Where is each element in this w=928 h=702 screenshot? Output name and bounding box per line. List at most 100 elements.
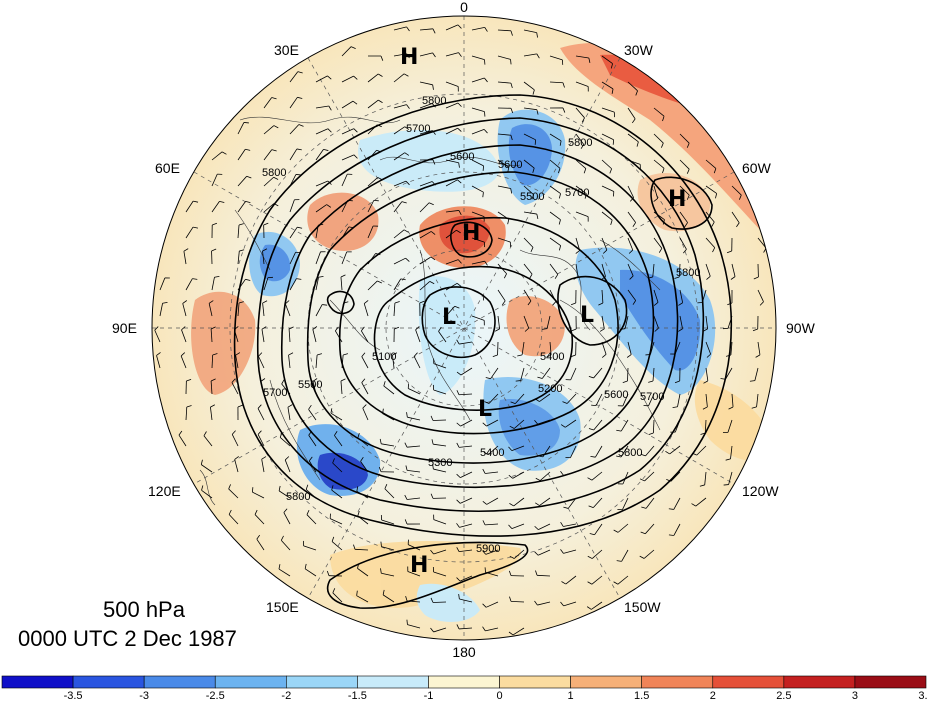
- wind-barb: [627, 237, 634, 251]
- wind-barb-flag: [484, 77, 488, 83]
- wind-barb-flag: [261, 456, 267, 460]
- wind-barb: [433, 468, 447, 473]
- wind-barb: [263, 203, 275, 213]
- wind-barb-flag: [586, 606, 592, 610]
- wind-barb-flag: [728, 406, 734, 410]
- wind-barb: [513, 497, 525, 507]
- wind-barb: [413, 356, 421, 369]
- wind-barb: [288, 329, 291, 343]
- wind-barb-flag: [353, 75, 358, 80]
- wind-barb-flag: [632, 222, 636, 227]
- wind-barb: [570, 367, 577, 381]
- wind-barb: [185, 226, 194, 239]
- wind-barb-flag: [562, 107, 566, 113]
- wind-barb: [627, 159, 641, 165]
- wind-barb-flag: [394, 326, 400, 330]
- wind-barb: [340, 277, 343, 291]
- wind-barb: [643, 549, 655, 559]
- wind-barb-flag: [482, 192, 484, 198]
- wind-barb-flag: [375, 253, 381, 256]
- wind-barb-flag: [312, 326, 318, 330]
- wind-barb: [674, 341, 681, 355]
- wind-barb: [645, 523, 655, 534]
- wind-barb: [445, 81, 459, 87]
- wind-barb-flag: [501, 300, 506, 306]
- wind-barb: [393, 152, 405, 161]
- wind-barb-flag: [273, 203, 279, 207]
- wind-barb: [730, 341, 733, 355]
- colorbar-swatch: [783, 675, 856, 689]
- wind-barb-flag: [613, 529, 619, 533]
- wind-barb-flag: [580, 144, 585, 149]
- wind-barb: [334, 435, 343, 447]
- wind-barb-flag: [327, 180, 332, 185]
- wind-barb-flag: [312, 378, 318, 382]
- wind-barb: [670, 471, 681, 482]
- colorbar-tick-label: 1.5: [634, 690, 649, 702]
- wind-barb-flag: [394, 301, 400, 304]
- wind-barb: [523, 81, 535, 91]
- wind-barb: [305, 489, 317, 499]
- wind-barb-flag: [458, 210, 462, 216]
- contour-label: 5800: [262, 167, 286, 179]
- wind-barb-flag: [552, 301, 557, 306]
- high-pressure-marker: H: [462, 221, 480, 246]
- wind-barb-flag: [456, 577, 461, 582]
- contour-label: 5800: [618, 447, 642, 459]
- wind-barb-flag: [535, 502, 540, 506]
- wind-barb: [652, 419, 655, 434]
- wind-barb: [549, 289, 557, 302]
- wind-barb-flag: [456, 339, 460, 345]
- wind-barb: [383, 385, 395, 395]
- wind-barb: [575, 211, 589, 218]
- colorbar-swatch: [641, 675, 714, 689]
- wind-barb-flag: [665, 451, 670, 455]
- high-pressure-marker: H: [668, 187, 686, 212]
- wind-barb-flag: [535, 570, 538, 576]
- wind-barb-flag: [328, 105, 332, 111]
- wind-barb: [315, 204, 327, 213]
- contour-label: 5800: [286, 491, 310, 503]
- wind-barb-flag: [509, 596, 512, 602]
- wind-barb: [756, 393, 759, 407]
- wind-barb-flag: [246, 175, 252, 179]
- wind-barb: [488, 393, 499, 404]
- wind-barb: [341, 200, 349, 213]
- wind-barb: [407, 600, 421, 603]
- wind-barb-flag: [507, 219, 510, 225]
- wind-barb: [591, 549, 603, 559]
- wind-barb-flag: [330, 408, 333, 414]
- wind-barb: [731, 393, 734, 407]
- wind-barb-flag: [211, 248, 217, 252]
- colorbar-swatch: [357, 675, 429, 689]
- wind-barb-flag: [228, 509, 232, 515]
- wind-barb: [304, 568, 317, 577]
- wind-barb: [315, 277, 319, 291]
- wind-barb-flag: [508, 474, 513, 479]
- low-pressure-marker: L: [580, 303, 594, 328]
- wind-barb-flag: [208, 300, 214, 304]
- wind-barb: [408, 544, 421, 551]
- wind-barb: [705, 393, 708, 407]
- wind-barb-flag: [482, 520, 486, 526]
- wind-barb: [486, 419, 499, 427]
- wind-barb-flag: [678, 302, 683, 306]
- wind-barb-flag: [509, 425, 515, 429]
- wind-barb: [237, 122, 245, 135]
- wind-barb-flag: [456, 229, 461, 234]
- contour-label: 5700: [406, 123, 430, 135]
- wind-barb-flag: [404, 126, 410, 130]
- wind-barb: [627, 81, 638, 92]
- wind-barb-flag: [713, 168, 717, 174]
- wind-barb-flag: [684, 222, 688, 227]
- wind-barb: [354, 548, 369, 551]
- wind-barb-flag: [653, 302, 659, 306]
- wind-barb-flag: [485, 377, 491, 380]
- wind-barb-flag: [376, 149, 382, 153]
- wind-barb-flag: [509, 503, 514, 507]
- wind-barb-flag: [154, 326, 159, 331]
- wind-barb-flag: [560, 522, 564, 527]
- wind-barb-flag: [570, 302, 576, 306]
- wind-barb-flag: [297, 226, 303, 229]
- wind-barb: [575, 133, 585, 145]
